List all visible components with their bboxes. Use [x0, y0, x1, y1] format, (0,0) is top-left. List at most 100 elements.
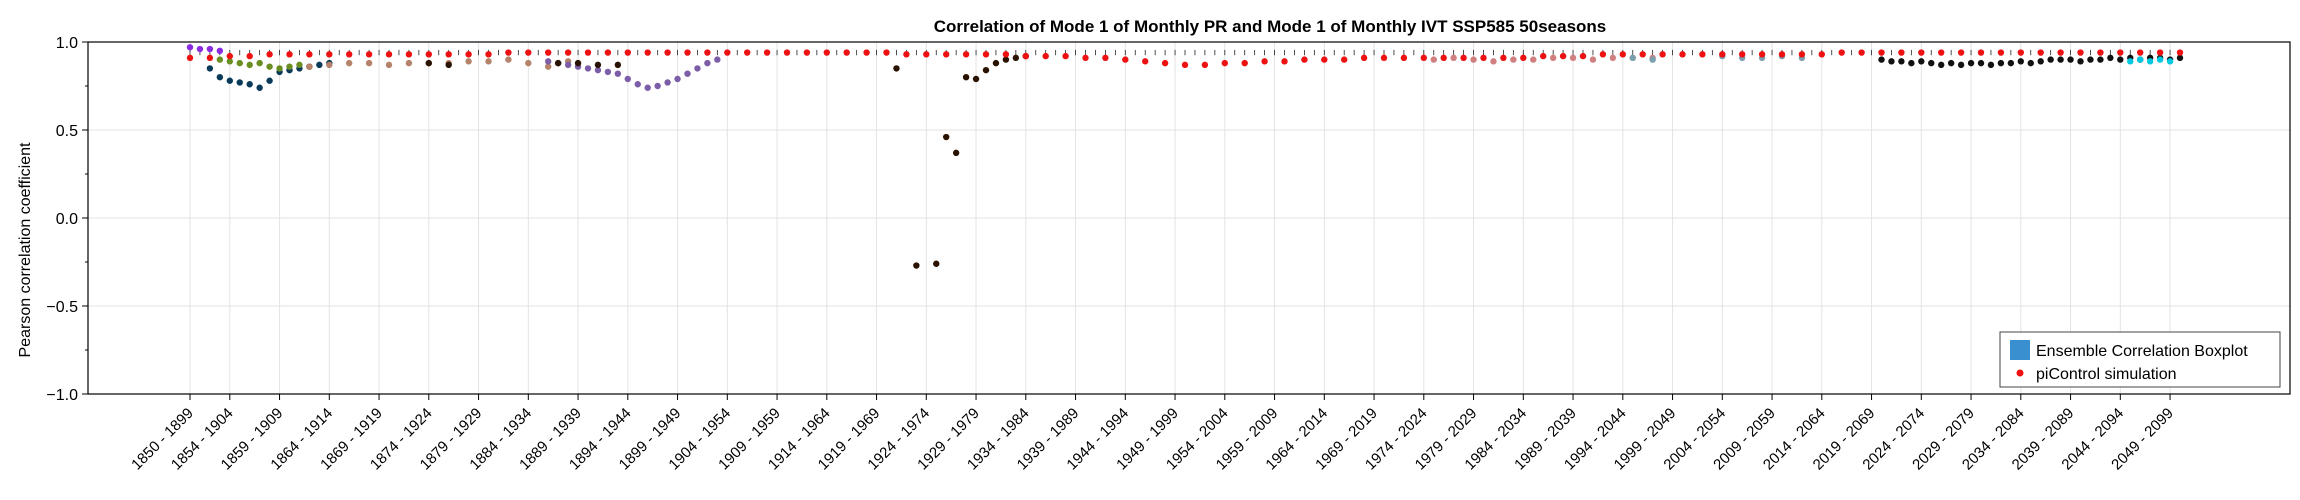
- data-point: [196, 45, 204, 53]
- data-point: [485, 51, 492, 58]
- data-point: [296, 61, 303, 69]
- data-point: [2127, 58, 2134, 65]
- data-point: [763, 49, 771, 56]
- data-point: [2087, 56, 2094, 63]
- data-point: [564, 61, 572, 69]
- data-point: [2057, 56, 2064, 63]
- data-point: [405, 59, 413, 67]
- data-point: [694, 65, 701, 72]
- data-point: [604, 49, 612, 56]
- data-point: [2137, 56, 2144, 63]
- data-point: [2077, 49, 2084, 56]
- data-point: [1430, 56, 1437, 63]
- data-point: [236, 59, 243, 67]
- data-point: [216, 74, 224, 81]
- data-point: [1579, 52, 1587, 60]
- data-point: [465, 58, 472, 65]
- data-point: [1440, 54, 1447, 62]
- data-point: [923, 51, 930, 58]
- data-point: [2176, 54, 2184, 62]
- data-point: [1102, 54, 1109, 62]
- data-point: [306, 63, 313, 70]
- data-point: [1908, 59, 1915, 67]
- data-point: [1470, 56, 1477, 63]
- data-point: [256, 59, 263, 67]
- data-point: [1619, 51, 1627, 58]
- data-point: [1838, 49, 1845, 56]
- data-point: [226, 77, 233, 84]
- data-point: [1321, 56, 1328, 63]
- data-point: [1818, 51, 1826, 58]
- data-point: [2156, 56, 2164, 63]
- data-point: [933, 260, 940, 267]
- data-point: [2176, 49, 2184, 56]
- data-point: [644, 49, 651, 56]
- data-point: [346, 59, 353, 67]
- data-point: [1201, 61, 1209, 69]
- data-point: [1699, 51, 1706, 58]
- data-point: [326, 51, 333, 58]
- data-point: [684, 49, 691, 56]
- data-point: [1599, 51, 1607, 58]
- data-point: [1898, 49, 1905, 56]
- data-point: [982, 51, 990, 58]
- data-point: [1559, 52, 1567, 60]
- data-point: [2047, 56, 2054, 63]
- data-point: [724, 49, 731, 56]
- data-point: [1569, 54, 1577, 62]
- data-point: [554, 59, 562, 67]
- y-axis-label: Pearson correlation coefficient: [17, 142, 34, 357]
- data-point: [1181, 61, 1189, 69]
- data-point: [545, 63, 552, 70]
- data-point: [246, 61, 253, 69]
- y-tick-label: −0.5: [46, 299, 78, 316]
- legend-label-boxplot: Ensemble Correlation Boxplot: [2036, 343, 2248, 360]
- data-point: [2017, 58, 2025, 65]
- data-point: [286, 63, 293, 70]
- data-point: [505, 56, 512, 63]
- data-point: [1480, 54, 1487, 62]
- data-point: [1360, 54, 1368, 62]
- data-point: [216, 56, 224, 63]
- data-point: [1012, 54, 1020, 62]
- data-point: [1400, 54, 1408, 62]
- data-point: [1938, 61, 1945, 69]
- data-point: [1549, 54, 1557, 62]
- data-point: [992, 59, 1000, 67]
- data-point: [1341, 56, 1348, 63]
- data-point: [594, 66, 602, 74]
- data-point: [1380, 54, 1388, 62]
- data-point: [266, 51, 273, 58]
- data-point: [1629, 54, 1636, 62]
- data-point: [1002, 51, 1010, 58]
- data-point: [674, 75, 681, 83]
- data-point: [584, 65, 592, 72]
- data-point: [1261, 58, 1268, 65]
- data-point: [1719, 51, 1726, 58]
- data-point: [1062, 52, 1069, 60]
- data-point: [1520, 54, 1527, 62]
- data-point: [216, 47, 224, 54]
- data-point: [704, 49, 711, 56]
- data-point: [1510, 56, 1517, 63]
- data-point: [952, 149, 960, 157]
- legend-label-picontrol: piControl simulation: [2036, 366, 2177, 383]
- data-point: [1878, 56, 1885, 63]
- chart-title: Correlation of Mode 1 of Monthly PR and …: [934, 17, 1607, 36]
- data-point: [2057, 49, 2064, 56]
- data-point: [823, 49, 830, 56]
- data-point: [545, 58, 552, 65]
- data-point: [485, 58, 492, 65]
- data-point: [594, 61, 602, 69]
- y-tick-label: 0.0: [56, 211, 78, 228]
- data-point: [346, 51, 353, 58]
- data-point: [445, 51, 452, 58]
- data-point: [2017, 49, 2025, 56]
- data-point: [1022, 52, 1029, 60]
- data-point: [1957, 61, 1965, 69]
- data-point: [2067, 56, 2074, 63]
- data-point: [1639, 51, 1646, 58]
- data-point: [1977, 59, 1985, 67]
- data-point: [2107, 54, 2114, 62]
